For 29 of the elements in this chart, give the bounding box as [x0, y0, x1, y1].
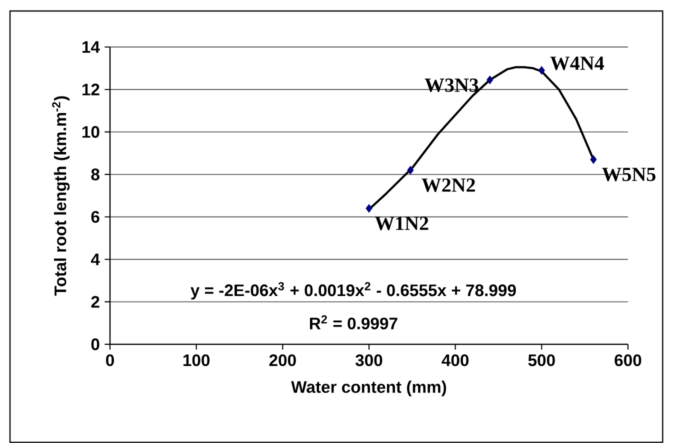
x-axis-title: Water content (mm): [291, 380, 446, 396]
y-axis-title: Total root length (km.m$^{-2}$): [52, 96, 70, 296]
annotation: W3N3: [424, 78, 478, 92]
y-tick-label: 10: [82, 126, 100, 138]
x-tick-label: 200: [269, 354, 296, 366]
point: [590, 155, 597, 164]
x-tick-label: 600: [614, 354, 642, 366]
x-tick-label: 0: [106, 354, 114, 366]
annotation: W2N2: [422, 178, 475, 192]
point: [486, 76, 494, 84]
y-tick-label: 6: [91, 211, 100, 223]
y-tick-label: 4: [90, 254, 100, 266]
annotation: W4N4: [550, 56, 604, 70]
x-tick-label: 300: [355, 354, 382, 366]
x-tick-label: 400: [442, 354, 469, 366]
point: [407, 166, 414, 174]
y-tick-label: 8: [91, 168, 100, 180]
annotation: R$^{2}$ = 0.9997: [310, 315, 398, 330]
y-tick-label: 12: [82, 84, 100, 96]
point: [538, 66, 545, 75]
x-tick-label: 500: [528, 354, 555, 366]
y-tick-label: 0: [91, 338, 100, 350]
annotation: W5N5: [602, 168, 656, 182]
annotation: W1N2: [374, 216, 428, 230]
x-tick-label: 100: [183, 354, 210, 366]
annotation: y = -2E-06x$^{3}$ + 0.0019x$^{2}$ - 0.6555x + 78.999: [190, 282, 516, 300]
y-tick-label: 14: [82, 41, 100, 53]
point: [366, 204, 372, 213]
y-tick-label: 2: [91, 296, 100, 308]
